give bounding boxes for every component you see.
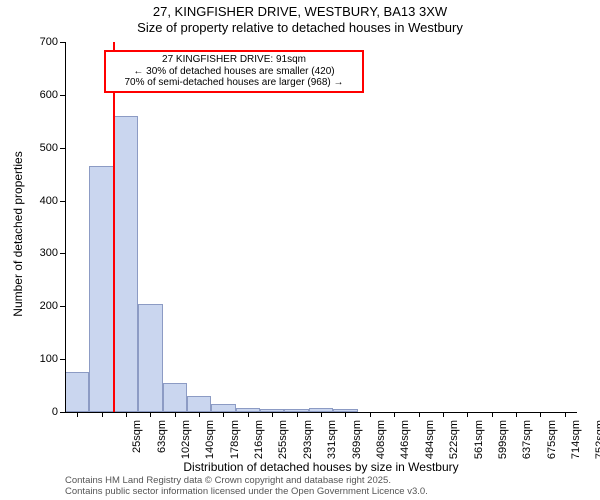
- annotation-box: 27 KINGFISHER DRIVE: 91sqm← 30% of detac…: [104, 50, 364, 93]
- annotation-line: 70% of semi-detached houses are larger (…: [110, 77, 358, 89]
- histogram-bar: [211, 404, 235, 412]
- y-tick-label: 100: [20, 353, 58, 365]
- y-axis-line: [65, 42, 66, 412]
- histogram-bar: [114, 116, 138, 412]
- histogram-bar: [138, 304, 162, 412]
- y-tick-label: 200: [20, 300, 58, 312]
- footer-line: Contains public sector information licen…: [65, 487, 428, 498]
- title-block: 27, KINGFISHER DRIVE, WESTBURY, BA13 3XW…: [0, 4, 600, 35]
- footer-attribution: Contains HM Land Registry data © Crown c…: [65, 476, 428, 498]
- y-axis-title: Number of detached properties: [11, 144, 25, 324]
- x-axis-title: Distribution of detached houses by size …: [65, 460, 577, 474]
- y-tick-label: 300: [20, 247, 58, 259]
- chart-container: 27, KINGFISHER DRIVE, WESTBURY, BA13 3XW…: [0, 0, 600, 500]
- title-line-2: Size of property relative to detached ho…: [0, 20, 600, 36]
- y-tick-label: 400: [20, 195, 58, 207]
- y-tick-label: 0: [20, 406, 58, 418]
- subject-marker-line: [113, 42, 115, 412]
- y-tick-label: 500: [20, 142, 58, 154]
- plot-area: 010020030040050060070025sqm63sqm102sqm14…: [65, 42, 577, 412]
- annotation-line: ← 30% of detached houses are smaller (42…: [110, 66, 358, 78]
- histogram-bar: [187, 396, 211, 412]
- annotation-line: 27 KINGFISHER DRIVE: 91sqm: [110, 54, 358, 66]
- y-tick-label: 700: [20, 36, 58, 48]
- x-tick-label: 752sqm: [594, 420, 600, 470]
- histogram-bar: [65, 372, 89, 412]
- x-axis-line: [65, 412, 577, 413]
- y-tick-label: 600: [20, 89, 58, 101]
- title-line-1: 27, KINGFISHER DRIVE, WESTBURY, BA13 3XW: [0, 4, 600, 20]
- histogram-bar: [89, 166, 113, 412]
- histogram-bar: [163, 383, 187, 412]
